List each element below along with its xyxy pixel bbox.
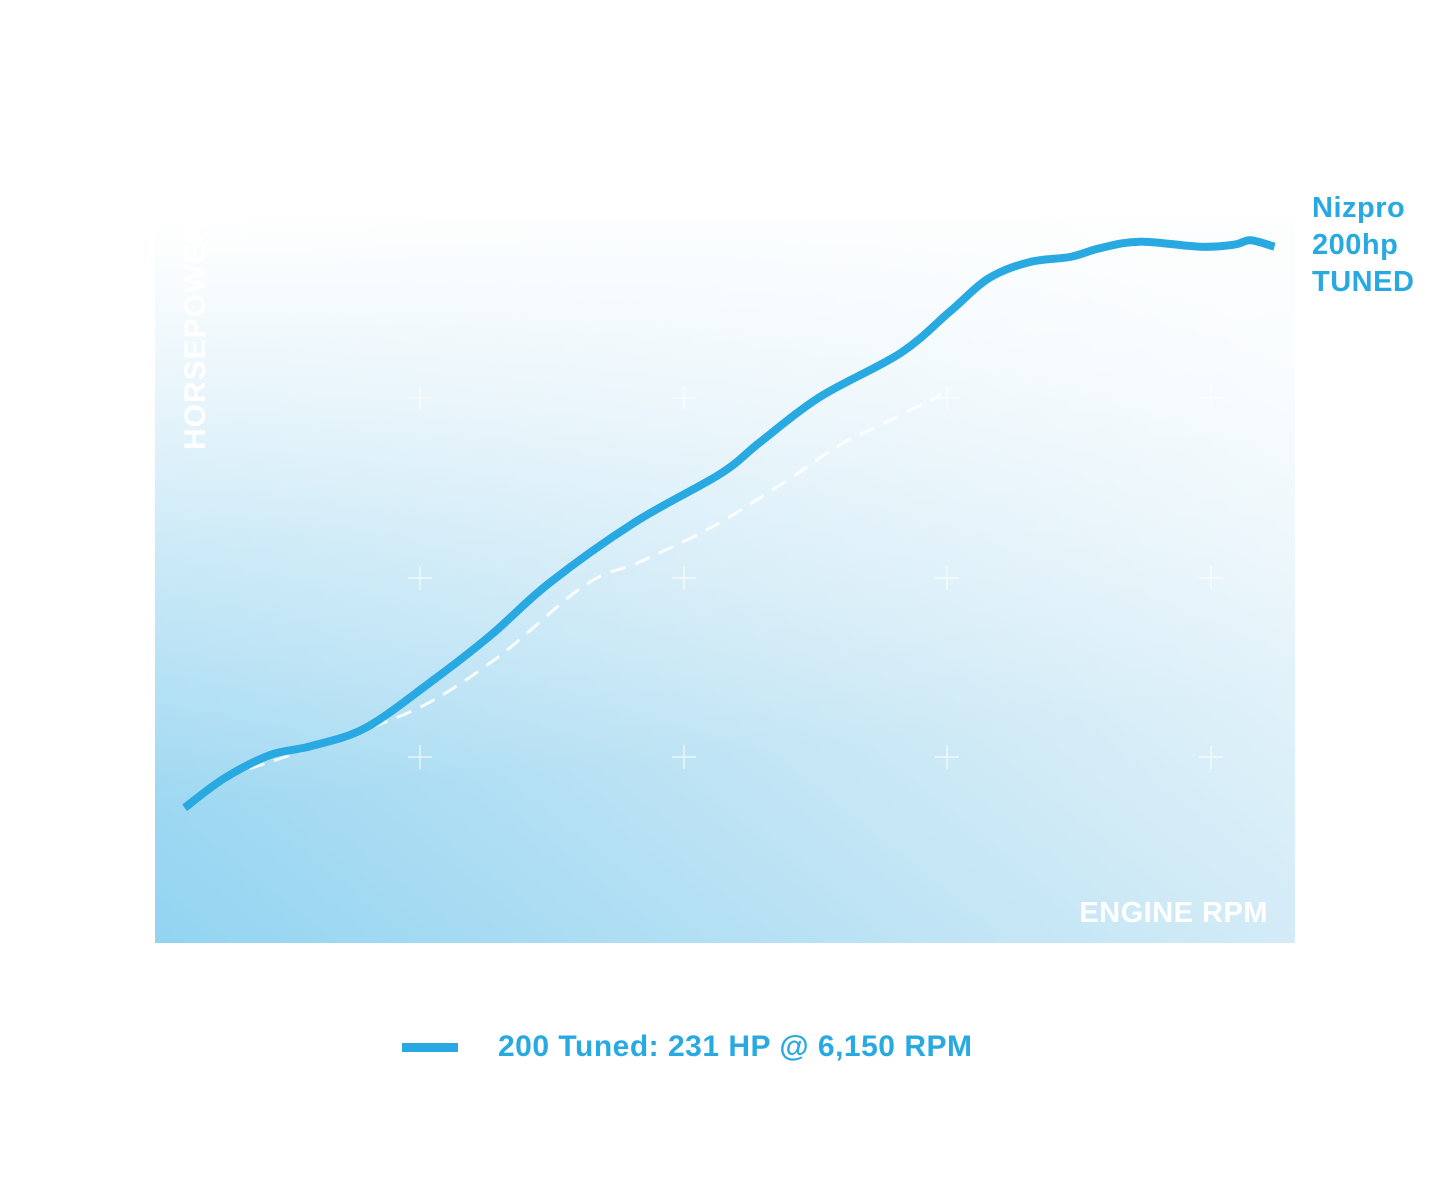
- grid-cross: [672, 566, 696, 590]
- grid-cross: [408, 386, 432, 410]
- y-axis-label: HORSEPOWER: [179, 220, 212, 450]
- grid-cross: [935, 386, 959, 410]
- series-label-line: TUNED: [1312, 266, 1415, 298]
- grid-cross: [1199, 745, 1223, 769]
- grid-cross: [935, 566, 959, 590]
- grid-cross: [408, 566, 432, 590]
- series-label-line: 200hp: [1312, 229, 1399, 261]
- series-label-line: Nizpro: [1312, 192, 1406, 224]
- legend-swatch: [402, 1042, 458, 1052]
- grid-cross: [1199, 386, 1223, 410]
- grid-cross: [935, 745, 959, 769]
- grid-cross: [672, 745, 696, 769]
- series-end-label: Nizpro 200hp TUNED: [1312, 190, 1414, 301]
- x-axis-label: ENGINE RPM: [1079, 897, 1268, 929]
- grid-cross: [408, 745, 432, 769]
- plot-background: [155, 220, 1295, 943]
- tuned-series-line: [182, 236, 1276, 812]
- legend: 200 Tuned: 231 HP @ 6,150 RPM: [402, 1030, 973, 1064]
- legend-label: 200 Tuned: 231 HP @ 6,150 RPM: [498, 1030, 973, 1063]
- grid-crosses: [408, 386, 1223, 769]
- grid-cross: [672, 386, 696, 410]
- grid-cross: [1199, 566, 1223, 590]
